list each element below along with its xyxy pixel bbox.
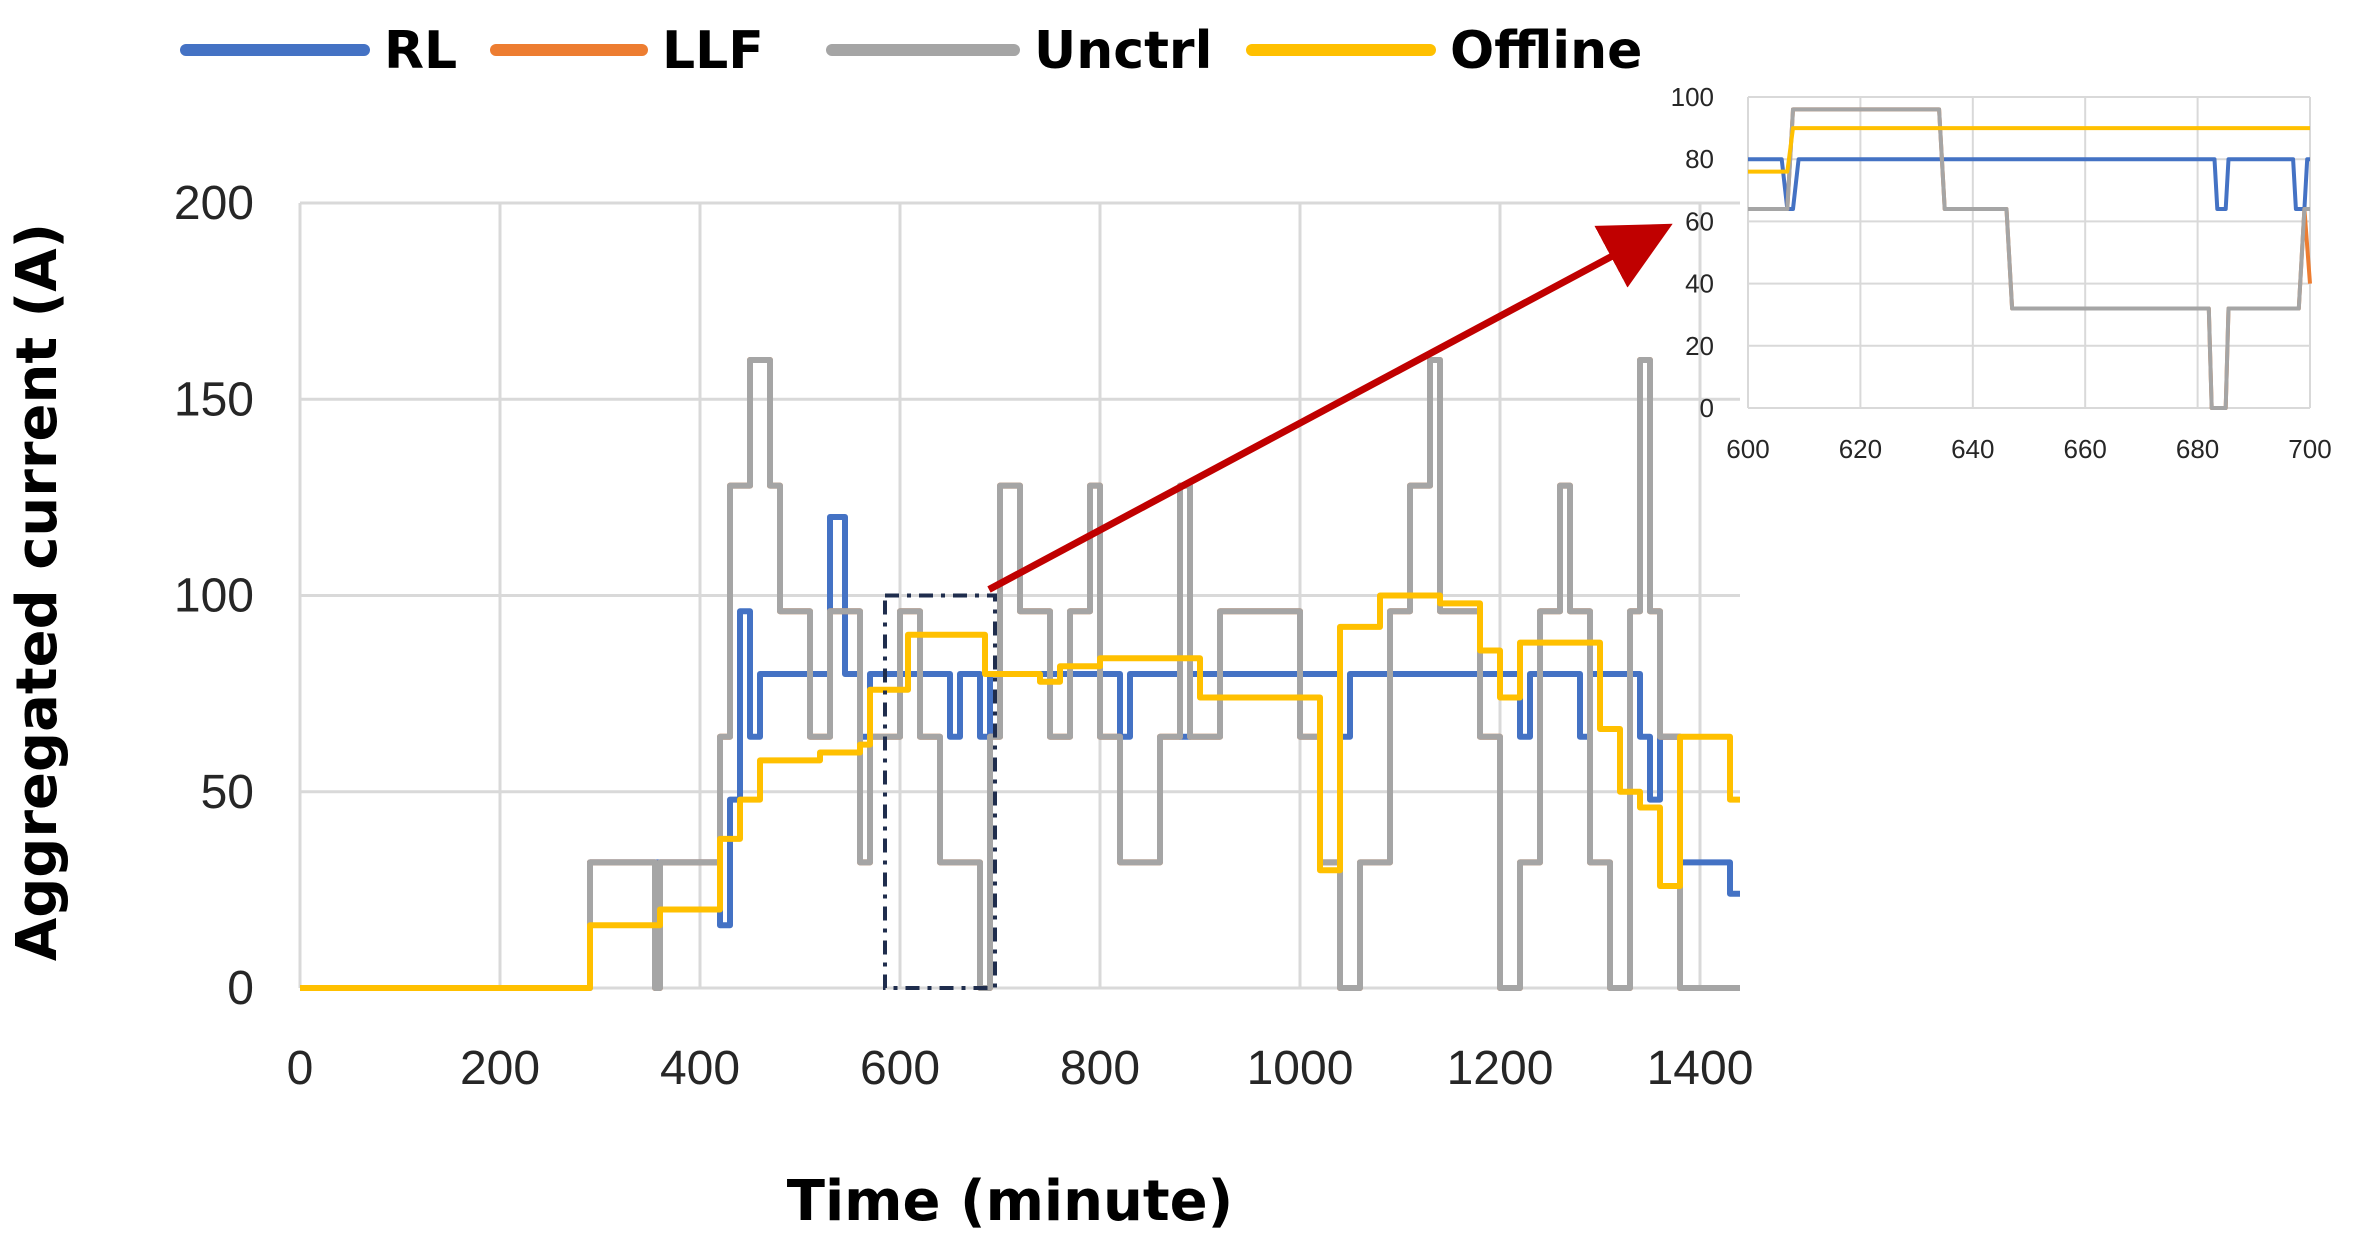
y-axis-title: Aggregated current (A) (5, 223, 70, 961)
zoom-overlay (883, 223, 1673, 990)
inset-y-tick-label: 40 (1685, 269, 1714, 299)
inset-gridlines (1747, 96, 2311, 409)
legend-label-offline: Offline (1450, 21, 1642, 81)
legend-label-rl: RL (384, 21, 457, 81)
inset-x-tick-label: 660 (2064, 434, 2107, 464)
inset-tick-labels: 600 620 640 660 680 700 0 20 40 60 80 100 (1671, 82, 2332, 464)
inset-y-tick-label: 60 (1685, 206, 1714, 236)
main-series-offline (300, 592, 1740, 991)
inset-x-tick-label: 620 (1839, 434, 1882, 464)
main-series-unctrl (300, 357, 1740, 991)
main-x-tick-label: 200 (460, 1042, 540, 1095)
inset-y-tick-label: 0 (1700, 393, 1714, 423)
main-y-tick-label: 150 (174, 373, 254, 426)
main-x-tick-label: 800 (1060, 1042, 1140, 1095)
main-x-tick-label: 600 (860, 1042, 940, 1095)
inset-y-tick-label: 80 (1685, 144, 1714, 174)
inset-series-group (1748, 107, 2312, 410)
legend-label-llf: LLF (662, 21, 764, 81)
inset-series-unctrl (1748, 107, 2310, 410)
main-y-tick-label: 200 (174, 177, 254, 230)
main-x-tick-label: 0 (287, 1042, 314, 1095)
inset-series-rl (1748, 157, 2310, 211)
zoom-arrow (987, 223, 1673, 593)
zoom-highlight-box (883, 593, 997, 990)
main-x-tick-label: 1000 (1247, 1042, 1354, 1095)
inset-x-tick-label: 640 (1951, 434, 1994, 464)
inset-y-tick-label: 20 (1685, 331, 1714, 361)
main-x-tick-label: 1200 (1447, 1042, 1554, 1095)
inset-series-offline (1748, 126, 2310, 174)
main-y-tick-label: 0 (227, 962, 254, 1015)
legend: RL LLF Unctrl Offline (180, 21, 1642, 81)
inset-x-tick-label: 600 (1726, 434, 1769, 464)
main-x-tick-label: 400 (660, 1042, 740, 1095)
legend-label-unctrl: Unctrl (1034, 21, 1212, 81)
main-y-tick-label: 100 (174, 570, 254, 623)
x-axis-title: Time (minute) (787, 1169, 1233, 1234)
main-y-tick-label: 50 (201, 766, 254, 819)
main-x-tick-label: 1400 (1647, 1042, 1754, 1095)
inset-y-tick-label: 100 (1671, 82, 1714, 112)
main-series-rl (300, 514, 1740, 991)
inset-x-tick-label: 680 (2176, 434, 2219, 464)
inset-x-tick-label: 700 (2288, 434, 2331, 464)
main-series-group (300, 357, 1740, 991)
